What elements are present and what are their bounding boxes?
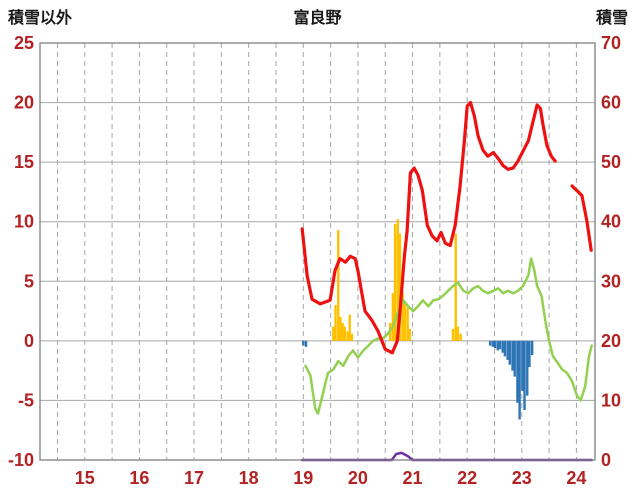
orange-bars-bar [341, 322, 344, 341]
plot-border [39, 42, 596, 461]
orange-bars-bar [346, 331, 349, 341]
blue-bars-bar [526, 340, 529, 396]
orange-bars-bar [391, 293, 395, 341]
blue-bars-bar [302, 340, 305, 346]
blue-bars-bar [501, 340, 504, 353]
orange-bars-bar [459, 333, 462, 341]
orange-bars-bar [408, 328, 412, 341]
blue-bars-bar [508, 340, 511, 365]
blue-bars-bar [523, 340, 526, 410]
x-tick-label: 17 [184, 468, 204, 488]
chart-title: 富良野 [293, 10, 342, 27]
right-tick-label: 50 [601, 152, 621, 172]
orange-bars-bar [339, 317, 342, 341]
x-tick-label: 23 [512, 468, 532, 488]
orange-bars-bar [451, 328, 455, 341]
horizontal-gridlines [40, 42, 595, 461]
purple-line [300, 451, 593, 462]
red-line [300, 100, 593, 355]
orange-bars-bar [401, 293, 404, 341]
blue-bars-bar [521, 340, 524, 391]
blue-bars-bar [528, 340, 531, 368]
orange-bars-bar [398, 233, 402, 341]
orange-bars-bar [406, 307, 409, 341]
x-tick-label: 15 [75, 468, 95, 488]
right-tick-label: 40 [601, 212, 621, 232]
x-tick-label: 20 [348, 468, 368, 488]
blue-bars-bar [530, 340, 534, 356]
blue-bars-bar [518, 340, 521, 420]
orange-bars-bar [456, 326, 460, 341]
blue-bars-bar [488, 340, 492, 346]
blue-bars-bar [304, 340, 308, 347]
blue-bars-bar [513, 340, 516, 377]
blue-bars-bar [496, 340, 499, 351]
blue-bars-bar [498, 340, 502, 350]
x-tick-label: 16 [129, 468, 149, 488]
right-tick-label: 30 [601, 271, 621, 291]
blue-bars-bar [511, 340, 514, 371]
blue-bars-bar [503, 340, 507, 357]
left-tick-label: 15 [14, 152, 34, 172]
x-tick-label: 21 [403, 468, 423, 488]
right-tick-label: 0 [601, 450, 611, 470]
blue-bars [302, 340, 534, 420]
x-tick-label: 22 [457, 468, 477, 488]
orange-bars-bar [337, 230, 340, 341]
blue-bars-bar [506, 340, 509, 360]
orange-bars-bar [334, 305, 337, 341]
left-tick-label: 20 [14, 93, 34, 113]
orange-bars-bar [396, 219, 400, 341]
right-tick-label: 10 [601, 390, 621, 410]
right-axis-title: 積雪 [595, 10, 628, 27]
right-tick-label: 60 [601, 93, 621, 113]
orange-bars-bar [348, 314, 351, 341]
x-tick-label: 24 [566, 468, 586, 488]
orange-bars-bar [350, 333, 354, 341]
left-axis-tick-labels: 25 20 15 10 5 0 -5 -10 [8, 33, 34, 470]
green-line [304, 257, 593, 415]
x-tick-label: 18 [239, 468, 259, 488]
left-tick-label: 10 [14, 212, 34, 232]
orange-bars-bar [454, 233, 457, 341]
right-tick-label: 20 [601, 331, 621, 351]
blue-bars-bar [493, 340, 497, 349]
left-tick-label: -10 [8, 450, 34, 470]
right-axis-tick-labels: 70 60 50 40 30 20 10 0 [601, 33, 621, 470]
orange-bars-bar [332, 326, 335, 341]
left-tick-label: 25 [14, 33, 34, 53]
blue-bars-bar [491, 340, 495, 347]
left-tick-label: 5 [24, 271, 34, 291]
orange-bars-bar [343, 326, 347, 341]
left-axis-title: 積雪以外 [8, 10, 73, 27]
orange-bars-bar [403, 301, 407, 341]
x-tick-label: 19 [293, 468, 313, 488]
x-axis-tick-labels: 15 16 17 18 19 20 21 22 23 24 [75, 468, 587, 488]
left-tick-label: -5 [18, 390, 34, 410]
right-tick-label: 70 [601, 33, 621, 53]
left-tick-label: 0 [24, 331, 34, 351]
blue-bars-bar [516, 340, 519, 403]
orange-bars-bar [393, 224, 397, 341]
vertical-gridlines [56, 43, 577, 460]
